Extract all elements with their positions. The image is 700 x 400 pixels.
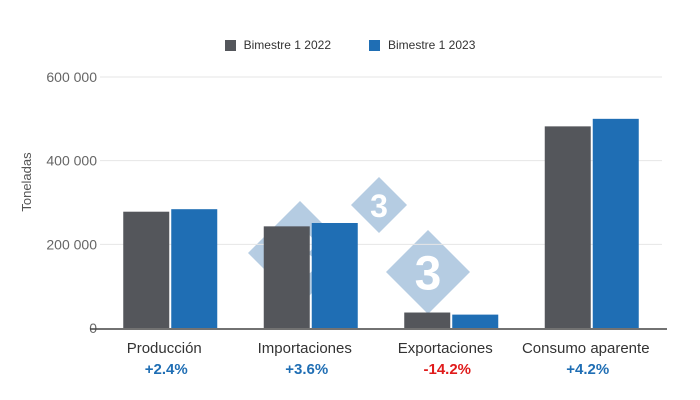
y-tick-label: 200 000: [46, 236, 97, 252]
bar-1-3: [404, 312, 451, 328]
chart-legend: Bimestre 1 2022 Bimestre 1 2023: [0, 38, 700, 52]
x-axis-labels: Producción +2.4% Importaciones +3.6% Exporta…: [127, 340, 650, 378]
legend-swatch-series-2: [369, 39, 380, 51]
x-category-label: Consumo aparente: [522, 340, 650, 357]
change-percent-label: +2.4%: [145, 361, 188, 378]
bar-2-3: [452, 314, 499, 328]
legend-item-series-2[interactable]: Bimestre 1 2023: [369, 38, 475, 52]
watermark-glyph: 3: [370, 188, 388, 224]
bar-2-1: [171, 209, 218, 328]
y-tick-label: 600 000: [46, 69, 97, 85]
watermark-glyph: 3: [415, 248, 442, 301]
watermark-diamond: 3: [351, 177, 407, 233]
x-category-label: Importaciones: [258, 340, 352, 357]
x-category-label: Producción: [127, 340, 202, 357]
y-tick-label: 0: [89, 320, 97, 336]
y-axis-label: Toneladas: [19, 152, 34, 212]
y-tick-label: 400 000: [46, 153, 97, 169]
legend-label-series-2: Bimestre 1 2023: [388, 38, 476, 52]
change-percent-label: +3.6%: [285, 361, 328, 378]
bar-1-1: [123, 211, 170, 328]
bar-1-2: [263, 226, 310, 328]
bar-2-2: [311, 222, 358, 328]
watermark-diamond: 3: [386, 230, 470, 314]
legend-swatch-series-1: [224, 39, 236, 51]
chart-bars: [90, 118, 667, 330]
bar-1-4: [544, 126, 591, 328]
legend-label-series-1: Bimestre 1 2022: [243, 38, 331, 52]
change-percent-label: -14.2%: [423, 361, 471, 378]
legend-item-series-1[interactable]: Bimestre 1 2022: [224, 38, 331, 52]
bar-2-4: [592, 118, 639, 328]
x-category-label: Exportaciones: [398, 340, 493, 357]
y-axis-ticks: 0 200 000 400 000 600 000: [46, 69, 97, 336]
change-percent-label: +4.2%: [566, 361, 609, 378]
